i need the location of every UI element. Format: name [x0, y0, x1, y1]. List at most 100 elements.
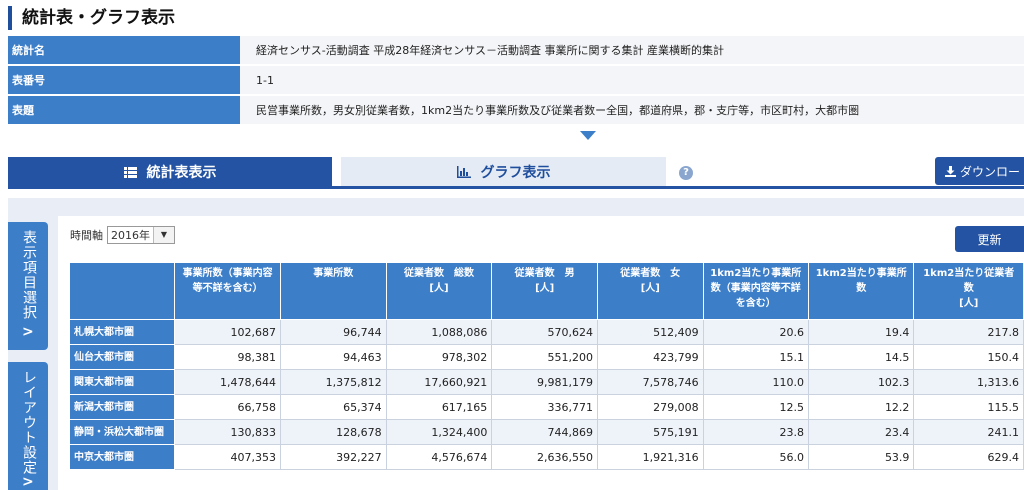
- table-cell: 20.6: [702, 319, 810, 345]
- help-icon[interactable]: ?: [679, 166, 693, 180]
- table-cell: 56.0: [702, 444, 810, 470]
- download-icon: [945, 165, 956, 177]
- table-cell: 66,758: [174, 394, 281, 420]
- collapse-caret-icon[interactable]: [580, 131, 596, 140]
- table-cell: 512,409: [596, 319, 704, 345]
- row-label[interactable]: 札幌大都市圏: [68, 319, 176, 345]
- table-cell: 96,744: [279, 319, 387, 345]
- sidebar-label: 表示項目選択: [21, 230, 37, 320]
- table-cell: 744,869: [491, 419, 598, 445]
- table-cell: 575,191: [596, 419, 704, 445]
- table-cell: 23.4: [808, 419, 915, 445]
- chevron-down-icon: ▼: [153, 227, 174, 243]
- column-header[interactable]: 従業者数 男 [人]: [491, 262, 598, 320]
- info-key: 表番号: [8, 65, 240, 96]
- table-cell: 551,200: [491, 344, 598, 370]
- row-label[interactable]: 中京大都市圏: [68, 444, 176, 470]
- table-cell: 2,636,550: [491, 444, 598, 470]
- table-cell: 98,381: [174, 344, 281, 370]
- download-label: ダウンロー: [960, 164, 1021, 179]
- chevron-right-icon: >: [22, 324, 34, 340]
- table-cell: 115.5: [913, 394, 1024, 420]
- table-cell: 19.4: [808, 319, 915, 345]
- list-icon: [123, 166, 137, 178]
- column-header[interactable]: 従業者数 女 [人]: [596, 262, 704, 320]
- tab-label: 統計表表示: [146, 165, 217, 181]
- table-cell: 9,981,179: [491, 369, 598, 395]
- row-label[interactable]: 仙台大都市圏: [68, 344, 176, 370]
- info-row: 表題 民営事業所数，男女別従業者数，1km2当たり事業所数及び従業者数ー全国，都…: [8, 95, 1024, 126]
- info-value: 民営事業所数，男女別従業者数，1km2当たり事業所数及び従業者数ー全国，都道府県…: [240, 95, 1024, 126]
- table-cell: 12.5: [702, 394, 810, 420]
- sidebar-label: レイアウト設定: [21, 370, 37, 475]
- info-key: 統計名: [8, 36, 240, 66]
- table-cell: 110.0: [702, 369, 810, 395]
- stats-table: 事業所数（事業内容等不詳を含む） 事業所数 従業者数 総数 [人] 従業者数 男 [人…: [68, 262, 1024, 470]
- table-row: 仙台大都市圏 98,381 94,463 978,302 551,200 423,799 1…: [68, 344, 1024, 370]
- info-value: 1-1: [240, 65, 1024, 96]
- table-cell: 7,578,746: [596, 369, 704, 395]
- display-items-toggle[interactable]: 表示項目選択 >: [8, 222, 48, 350]
- table-row: 新潟大都市圏 66,758 65,374 617,165 336,771 279,008 1…: [68, 394, 1024, 420]
- bar-chart-icon: [456, 166, 471, 178]
- table-cell: 629.4: [913, 444, 1024, 470]
- tab-graph-view[interactable]: グラフ表示: [341, 157, 666, 187]
- info-row: 統計名 経済センサス-活動調査 平成28年経済センサス－活動調査 事業所に関する…: [8, 36, 1024, 66]
- table-row: 札幌大都市圏 102,687 96,744 1,088,086 570,624 512,4…: [68, 319, 1024, 345]
- tab-underline: [8, 186, 1024, 189]
- column-header[interactable]: 事業所数: [279, 262, 387, 320]
- info-key: 表題: [8, 95, 240, 126]
- table-cell: 94,463: [279, 344, 387, 370]
- table-row: 関東大都市圏 1,478,644 1,375,812 17,660,921 9,981,…: [68, 369, 1024, 395]
- column-header[interactable]: 1km2当たり事業所数（事業内容等不詳を含む）: [702, 262, 810, 320]
- column-header[interactable]: 従業者数 総数 [人]: [385, 262, 493, 320]
- table-cell: 1,313.6: [913, 369, 1024, 395]
- table-cell: 570,624: [491, 319, 598, 345]
- column-header[interactable]: 1km2当たり従業者数 [人]: [913, 262, 1024, 320]
- table-cell: 241.1: [913, 419, 1024, 445]
- table-cell: 102.3: [808, 369, 915, 395]
- time-axis-control: 時間軸 2016年 ▼: [70, 226, 175, 244]
- table-cell: 12.2: [808, 394, 915, 420]
- row-label[interactable]: 静岡・浜松大都市圏: [68, 419, 176, 445]
- info-row: 表番号 1-1: [8, 65, 1024, 96]
- info-value: 経済センサス-活動調査 平成28年経済センサス－活動調査 事業所に関する集計 産…: [240, 36, 1024, 66]
- table-cell: 130,833: [174, 419, 281, 445]
- column-header[interactable]: 1km2当たり事業所数: [808, 262, 915, 320]
- update-button[interactable]: 更新: [955, 226, 1024, 252]
- table-cell: 1,088,086: [385, 319, 493, 345]
- row-label[interactable]: 新潟大都市圏: [68, 394, 176, 420]
- table-cell: 65,374: [279, 394, 387, 420]
- tab-table-view[interactable]: 統計表表示: [8, 157, 332, 187]
- corner-cell: [68, 262, 176, 320]
- download-button[interactable]: ダウンロー: [935, 157, 1024, 185]
- table-cell: 392,227: [279, 444, 387, 470]
- table-cell: 150.4: [913, 344, 1024, 370]
- time-axis-value: 2016年: [111, 229, 150, 242]
- table-cell: 4,576,674: [385, 444, 493, 470]
- time-axis-select[interactable]: 2016年 ▼: [107, 226, 175, 244]
- table-cell: 1,324,400: [385, 419, 493, 445]
- table-cell: 14.5: [808, 344, 915, 370]
- table-cell: 128,678: [279, 419, 387, 445]
- page-title: 統計表・グラフ表示: [8, 6, 175, 30]
- table-cell: 217.8: [913, 319, 1024, 345]
- column-header[interactable]: 事業所数（事業内容等不詳を含む）: [174, 262, 281, 320]
- table-cell: 1,921,316: [596, 444, 704, 470]
- layout-settings-toggle[interactable]: レイアウト設定 >: [8, 362, 48, 490]
- table-row: 中京大都市圏 407,353 392,227 4,576,674 2,636,550 1,…: [68, 444, 1024, 470]
- table-cell: 336,771: [491, 394, 598, 420]
- table-cell: 617,165: [385, 394, 493, 420]
- table-cell: 423,799: [596, 344, 704, 370]
- table-cell: 102,687: [174, 319, 281, 345]
- table-cell: 1,375,812: [279, 369, 387, 395]
- row-label[interactable]: 関東大都市圏: [68, 369, 176, 395]
- table-cell: 53.9: [808, 444, 915, 470]
- time-axis-label: 時間軸: [70, 229, 103, 242]
- table-cell: 1,478,644: [174, 369, 281, 395]
- chevron-right-icon: >: [22, 474, 34, 490]
- table-cell: 23.8: [702, 419, 810, 445]
- table-cell: 15.1: [702, 344, 810, 370]
- table-header-row: 事業所数（事業内容等不詳を含む） 事業所数 従業者数 総数 [人] 従業者数 男 [人…: [68, 262, 1024, 320]
- table-cell: 978,302: [385, 344, 493, 370]
